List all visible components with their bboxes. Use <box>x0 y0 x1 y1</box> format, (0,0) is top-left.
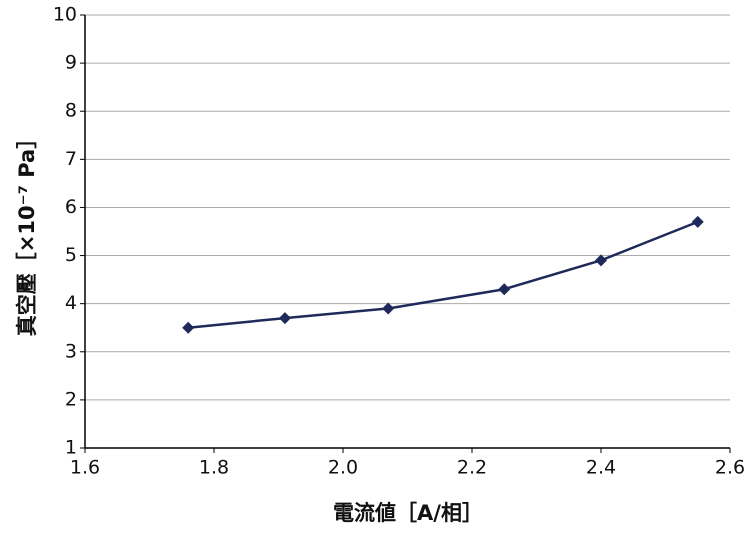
x-tick-label: 2.2 <box>457 457 487 479</box>
y-tick-label: 5 <box>65 244 77 266</box>
y-tick-label: 9 <box>65 52 77 74</box>
x-tick-label: 2.4 <box>586 457 616 479</box>
series-line <box>188 220 699 329</box>
y-tick-label: 2 <box>65 388 77 410</box>
data-point <box>498 283 511 296</box>
x-axis-title: 電流値［A/相］ <box>333 501 483 525</box>
y-tick-label: 8 <box>65 100 77 122</box>
y-tick-label: 6 <box>65 196 77 218</box>
y-tick-label: 1 <box>65 437 77 459</box>
data-point <box>691 215 704 228</box>
data-point <box>278 312 291 325</box>
x-tick-label: 2.0 <box>328 457 358 479</box>
y-axis-title: 真空壓［×10⁻⁷ Pa］ <box>15 128 39 336</box>
x-tick-label: 1.6 <box>70 457 100 479</box>
data-point <box>382 302 395 315</box>
x-tick-label: 1.8 <box>199 457 229 479</box>
x-tick-label: 2.6 <box>715 457 745 479</box>
y-tick-label: 4 <box>65 292 77 314</box>
y-tick-label: 10 <box>53 4 77 26</box>
y-tick-label: 3 <box>65 340 77 362</box>
y-tick-label: 7 <box>65 148 77 170</box>
data-point <box>182 321 195 334</box>
data-point <box>595 254 607 267</box>
